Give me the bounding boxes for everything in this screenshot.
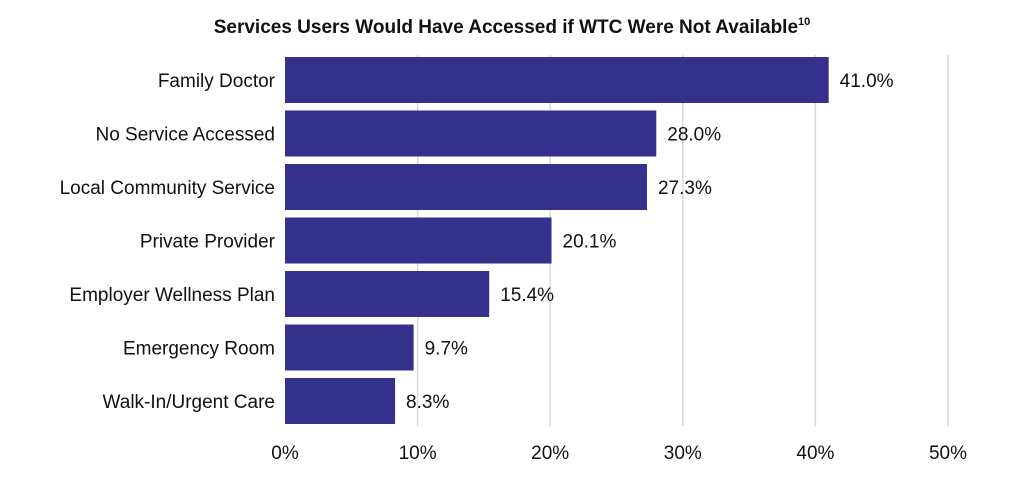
category-labels: Family Doctor No Service Accessed Local Co…: [60, 71, 276, 413]
bar: [285, 57, 829, 103]
x-tick-label: 10%: [399, 443, 437, 464]
chart-title-superscript: 10: [798, 16, 810, 28]
value-label: 8.3%: [406, 392, 449, 413]
bar: [285, 378, 396, 424]
x-tick-label: 20%: [531, 443, 569, 464]
bar: [285, 217, 552, 264]
bar: [285, 324, 414, 371]
x-tick-label: 50%: [929, 443, 967, 464]
x-tick-label: 0%: [271, 443, 299, 464]
category-label: No Service Accessed: [95, 125, 275, 146]
value-label: 41.0%: [840, 71, 894, 92]
value-labels: 41.0% 28.0% 27.3% 20.1% 15.4% 9.7% 8.3%: [406, 71, 894, 413]
bar: [285, 110, 657, 157]
category-label: Emergency Room: [123, 339, 275, 360]
value-label: 28.0%: [667, 125, 721, 146]
category-label: Private Provider: [140, 232, 276, 253]
chart-title: Services Users Would Have Accessed if WT…: [214, 16, 811, 38]
bar: [285, 164, 647, 210]
value-label: 27.3%: [658, 178, 712, 199]
x-tick-label: 40%: [796, 443, 834, 464]
x-tick-label: 30%: [664, 443, 702, 464]
x-axis-tick-labels: 0% 10% 20% 30% 40% 50%: [271, 443, 967, 464]
category-label: Walk-In/Urgent Care: [103, 392, 275, 413]
value-label: 15.4%: [500, 285, 554, 306]
category-label: Local Community Service: [60, 178, 275, 199]
category-label: Employer Wellness Plan: [69, 285, 275, 306]
bar: [285, 271, 490, 317]
chart-title-text: Services Users Would Have Accessed if WT…: [214, 17, 798, 38]
category-label: Family Doctor: [158, 71, 276, 92]
bars: [285, 57, 829, 424]
value-label: 20.1%: [563, 232, 617, 253]
value-label: 9.7%: [425, 339, 468, 360]
